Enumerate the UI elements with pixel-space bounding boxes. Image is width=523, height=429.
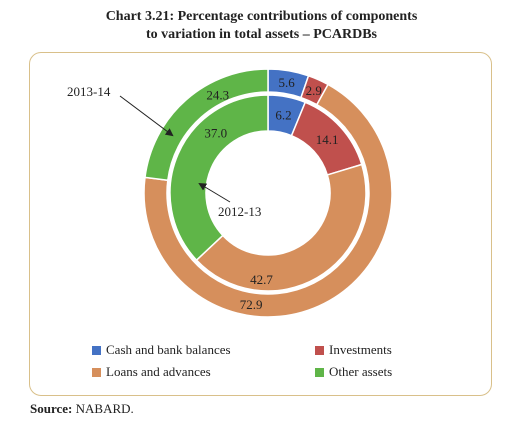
outer-segment-loans	[143, 83, 393, 318]
legend-item-investments: Investments	[315, 342, 392, 358]
source-text: NABARD.	[75, 401, 134, 416]
inner-value-label-other: 37.0	[204, 125, 227, 140]
legend-item-other: Other assets	[315, 364, 392, 380]
outer-ring-pointer	[119, 95, 174, 137]
outer-value-label-other: 24.3	[206, 88, 229, 103]
outer-ring-label: 2013-14	[67, 84, 111, 99]
outer-value-label-investments: 2.9	[306, 83, 322, 98]
outer-value-label-cash: 5.6	[279, 75, 296, 90]
inner-ring-label: 2012-13	[218, 204, 261, 219]
legend-swatch	[315, 367, 324, 377]
legend-label: Loans and advances	[106, 364, 211, 379]
legend-label: Other assets	[329, 364, 393, 379]
inner-segment-other	[169, 94, 269, 262]
legend-swatch	[315, 345, 324, 355]
inner-value-label-investments: 14.1	[316, 132, 339, 147]
legend-swatch	[92, 367, 101, 377]
inner-segment-loans	[195, 163, 367, 292]
chart-title-line1: Chart 3.21: Percentage contributions of …	[105, 9, 418, 24]
legend-label: Cash and bank balances	[106, 342, 231, 357]
source-note: Source: NABARD.	[30, 401, 134, 417]
inner-ring-pointer	[198, 182, 231, 203]
source-label: Source:	[30, 401, 73, 416]
inner-value-label-cash: 6.2	[275, 108, 291, 123]
inner-value-label-loans: 42.7	[250, 272, 273, 287]
outer-segment-other	[144, 68, 269, 182]
outer-value-label-loans: 72.9	[240, 297, 263, 312]
chart-title: Chart 3.21: Percentage contributions of …	[0, 8, 523, 44]
legend-label: Investments	[329, 342, 392, 357]
legend-item-cash: Cash and bank balances	[92, 342, 231, 358]
legend-item-loans: Loans and advances	[92, 364, 211, 380]
chart-title-line2: to variation in total assets – PCARDBs	[146, 27, 377, 42]
legend-swatch	[92, 345, 101, 355]
